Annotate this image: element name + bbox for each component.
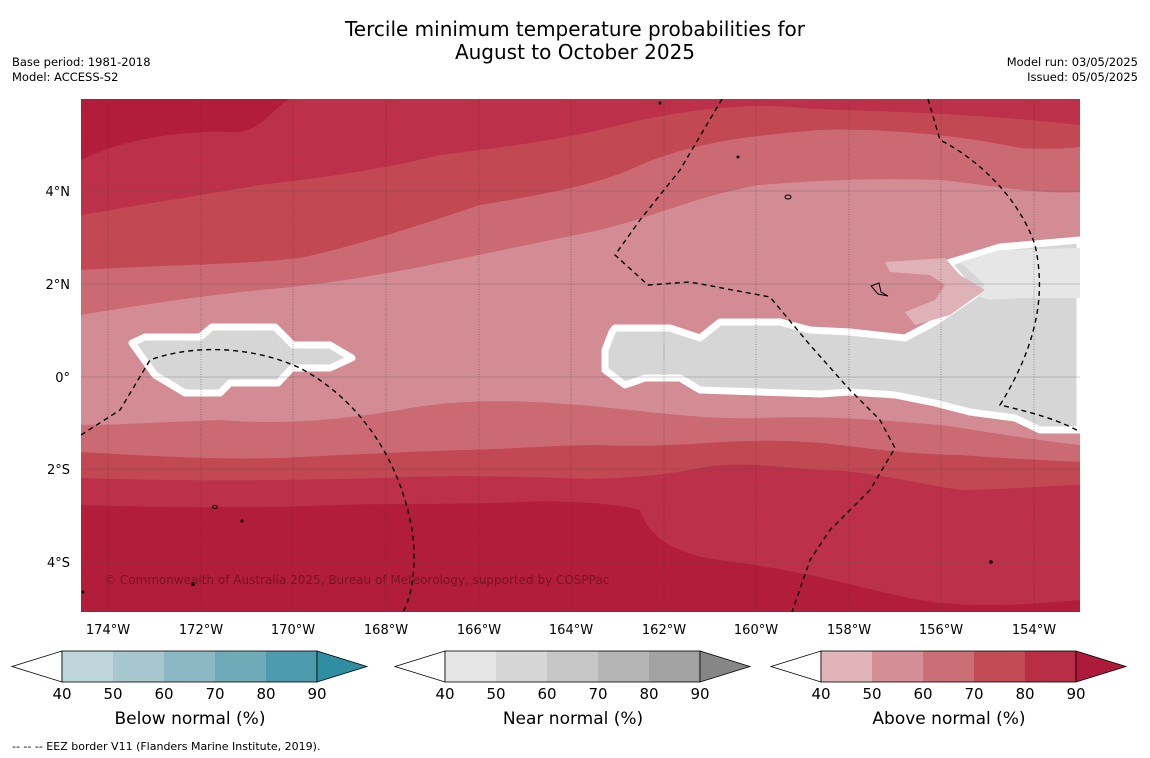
colorbar-segment [164, 651, 215, 682]
colorbar-extend-low [10, 650, 63, 683]
colorbar-tick-label: 70 [964, 685, 983, 703]
lon-label: 160°W [734, 623, 778, 638]
island [658, 101, 662, 105]
colorbar-segment [266, 651, 317, 682]
colorbar-tick-label: 70 [588, 685, 607, 703]
meridians [107, 99, 1035, 612]
island [989, 560, 993, 564]
near-normal-colorbar: 40 50 60 70 80 90 [393, 650, 752, 703]
near-50-region-west [128, 323, 356, 397]
island [191, 582, 195, 586]
model-text: Model: ACCESS-S2 [12, 70, 119, 84]
lat-label: 4°S [47, 556, 70, 571]
above-normal-colorbar: 40 50 60 70 80 90 [769, 650, 1128, 703]
map-area: © Commonwealth of Australia 2025, Bureau… [81, 99, 1080, 612]
meta-right: Model run: 03/05/2025 Issued: 05/05/2025 [1007, 55, 1138, 85]
meta-left: Base period: 1981-2018 Model: ACCESS-S2 [12, 55, 151, 85]
colorbars: 40 50 60 70 80 90 40 50 60 70 80 90 40 50 60 70 80 90 [10, 650, 1128, 703]
lat-label: 0° [55, 371, 70, 386]
colorbar-tick-label: 90 [1066, 685, 1085, 703]
island [81, 590, 85, 594]
colorbar-tick-label: 40 [435, 685, 454, 703]
colorbar-segment [113, 651, 164, 682]
near-50-region-east [601, 236, 1080, 434]
colorbar-tick-label: 80 [639, 685, 658, 703]
lat-label: 2°N [46, 278, 71, 293]
island [736, 155, 740, 159]
colorbar-segment [872, 651, 923, 682]
below-normal-label: Below normal (%) [114, 709, 266, 729]
lon-label: 172°W [179, 623, 223, 638]
near-normal-label: Near normal (%) [502, 709, 644, 729]
above-40-patch [885, 258, 985, 325]
title-line-1: Tercile minimum temperature probabilitie… [344, 17, 806, 41]
colorbar-extend-low [769, 650, 822, 683]
lon-label: 162°W [642, 623, 686, 638]
colorbar-tick-label: 50 [486, 685, 505, 703]
colorbar-tick-label: 40 [52, 685, 71, 703]
lon-label: 164°W [549, 623, 593, 638]
colorbar-segment [445, 651, 496, 682]
islands [81, 101, 993, 594]
model-run-text: Model run: 03/05/2025 [1006, 55, 1138, 69]
lon-label: 168°W [364, 623, 408, 638]
lat-label: 2°S [47, 463, 70, 478]
colorbar-tick-label: 70 [205, 685, 224, 703]
issued-text: Issued: 05/05/2025 [1027, 70, 1138, 84]
colorbar-segment [649, 651, 700, 682]
colorbar-tick-label: 80 [256, 685, 275, 703]
colorbar-tick-label: 50 [103, 685, 122, 703]
above-normal-label: Above normal (%) [872, 709, 1026, 729]
colorbar-segment [974, 651, 1025, 682]
lon-label: 174°W [86, 623, 130, 638]
island [784, 194, 792, 200]
colorbar-tick-label: 60 [913, 685, 932, 703]
colorbar-tick-label: 90 [307, 685, 326, 703]
island [870, 282, 889, 297]
near-40-patch [960, 248, 1080, 300]
colorbar-tick-label: 40 [811, 685, 830, 703]
below-normal-colorbar: 40 50 60 70 80 90 [10, 650, 369, 703]
colorbar-segment [1025, 651, 1076, 682]
eez-borders [81, 99, 1080, 612]
base-period-text: Base period: 1981-2018 [12, 55, 151, 69]
colorbar-tick-label: 60 [154, 685, 173, 703]
colorbar-segment [923, 651, 974, 682]
colorbar-tick-label: 90 [690, 685, 709, 703]
colorbar-tick-label: 80 [1015, 685, 1034, 703]
title: Tercile minimum temperature probabilitie… [0, 18, 1150, 64]
island [212, 505, 218, 509]
lon-label: 156°W [919, 623, 963, 638]
lon-label: 154°W [1012, 623, 1056, 638]
title-line-2: August to October 2025 [454, 40, 696, 64]
colorbar-extend-high [1075, 650, 1128, 683]
colorbar-extend-high [699, 650, 752, 683]
colorbar-segment [821, 651, 872, 682]
longitude-labels: 174°W 172°W 170°W 168°W 166°W 164°W 162°… [86, 623, 1056, 638]
colorbar-segment [62, 651, 113, 682]
colorbar-segment [496, 651, 547, 682]
colorbar-extend-high [316, 650, 369, 683]
colorbar-tick-label: 60 [537, 685, 556, 703]
lon-label: 158°W [827, 623, 871, 638]
colorbar-extend-low [393, 650, 446, 683]
colorbar-segment [547, 651, 598, 682]
colorbar-segment [215, 651, 266, 682]
colorbar-segment [598, 651, 649, 682]
lon-label: 166°W [457, 623, 501, 638]
colorbar-tick-label: 50 [862, 685, 881, 703]
lat-label: 4°N [46, 185, 71, 200]
graticule [81, 190, 1080, 563]
eez-footnote: -- -- -- EEZ border V11 (Flanders Marine… [12, 740, 321, 753]
copyright-text: © Commonwealth of Australia 2025, Bureau… [104, 573, 609, 587]
lon-label: 170°W [271, 623, 315, 638]
island [240, 519, 244, 523]
latitude-labels: 4°N 2°N 0° 2°S 4°S [46, 185, 71, 571]
